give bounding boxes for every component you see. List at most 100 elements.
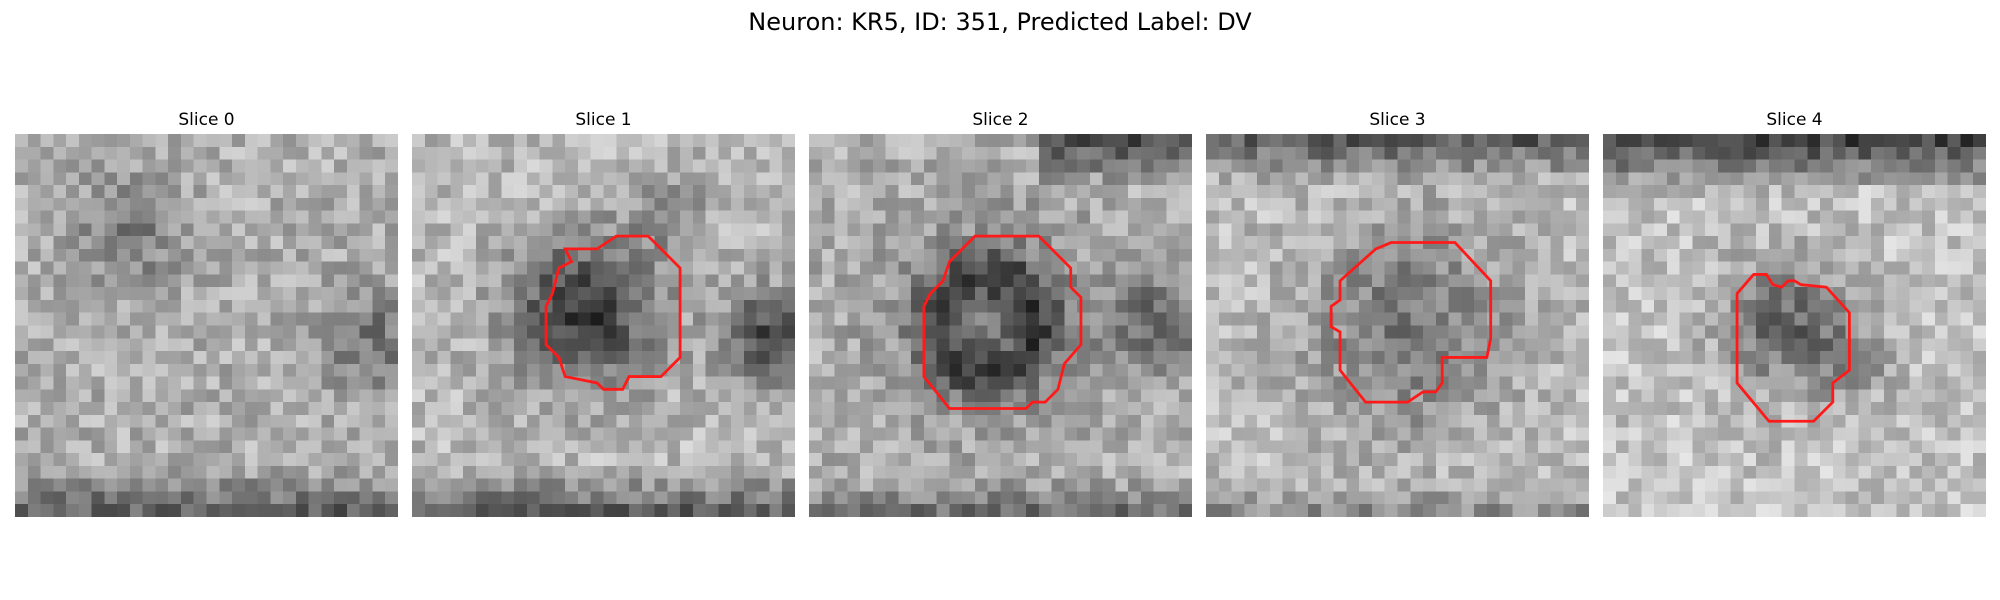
image-pixel	[1064, 363, 1078, 377]
image-pixel	[129, 427, 143, 441]
image-pixel	[1244, 248, 1258, 262]
image-pixel	[488, 185, 502, 199]
image-pixel	[1257, 146, 1271, 160]
image-pixel	[1038, 414, 1052, 428]
image-pixel	[334, 261, 348, 275]
image-pixel	[193, 453, 207, 467]
image-pixel	[731, 248, 745, 262]
image-pixel	[1576, 312, 1589, 326]
image-pixel	[1973, 312, 1986, 326]
image-pixel	[834, 287, 848, 301]
image-pixel	[1820, 159, 1834, 173]
image-pixel	[1922, 223, 1936, 237]
image-pixel	[385, 351, 398, 365]
image-pixel	[1666, 236, 1680, 250]
image-pixel	[117, 402, 131, 416]
image-pixel	[705, 159, 719, 173]
image-pixel	[1883, 172, 1897, 186]
image-pixel	[1461, 223, 1475, 237]
image-pixel	[1346, 453, 1360, 467]
image-pixel	[1909, 172, 1923, 186]
image-pixel	[359, 274, 373, 288]
image-pixel	[1410, 197, 1424, 211]
image-pixel	[206, 427, 220, 441]
image-pixel	[936, 159, 950, 173]
image-pixel	[911, 159, 925, 173]
image-pixel	[629, 261, 643, 275]
image-pixel	[244, 440, 258, 454]
image-pixel	[847, 172, 861, 186]
image-pixel	[1550, 236, 1564, 250]
image-pixel	[40, 440, 54, 454]
image-pixel	[424, 299, 438, 313]
image-pixel	[463, 414, 477, 428]
image-pixel	[1474, 376, 1488, 390]
image-pixel	[1692, 504, 1706, 517]
image-pixel	[769, 185, 783, 199]
image-pixel	[1934, 376, 1948, 390]
image-pixel	[334, 197, 348, 211]
image-pixel	[769, 427, 783, 441]
image-pixel	[1448, 440, 1462, 454]
image-pixel	[219, 261, 233, 275]
image-pixel	[731, 351, 745, 365]
image-pixel	[667, 172, 681, 186]
image-pixel	[1576, 478, 1589, 492]
image-pixel	[193, 363, 207, 377]
image-pixel	[1448, 414, 1462, 428]
image-pixel	[974, 185, 988, 199]
image-pixel	[450, 414, 464, 428]
image-pixel	[1512, 453, 1526, 467]
image-pixel	[1947, 389, 1961, 403]
slice-panel-3: Slice 3	[1206, 108, 1589, 517]
image-pixel	[1474, 248, 1488, 262]
image-pixel	[641, 389, 655, 403]
image-pixel	[1128, 440, 1142, 454]
image-pixel	[501, 325, 515, 339]
image-pixel	[1423, 197, 1437, 211]
image-pixel	[987, 172, 1001, 186]
image-pixel	[1832, 146, 1846, 160]
image-pixel	[1051, 146, 1065, 160]
image-pixel	[731, 261, 745, 275]
image-pixel	[1295, 261, 1309, 275]
image-pixel	[834, 453, 848, 467]
image-pixel	[1140, 185, 1154, 199]
image-pixel	[193, 312, 207, 326]
image-pixel	[526, 491, 540, 505]
image-pixel	[1641, 338, 1655, 352]
image-pixel	[1807, 312, 1821, 326]
image-pixel	[860, 172, 874, 186]
image-pixel	[1231, 351, 1245, 365]
image-pixel	[1909, 261, 1923, 275]
image-pixel	[962, 159, 976, 173]
image-pixel	[1115, 504, 1129, 517]
image-pixel	[667, 287, 681, 301]
image-pixel	[1845, 389, 1859, 403]
image-pixel	[40, 312, 54, 326]
image-pixel	[680, 465, 694, 479]
image-pixel	[66, 389, 80, 403]
image-pixel	[1231, 363, 1245, 377]
image-pixel	[898, 465, 912, 479]
image-pixel	[1166, 389, 1180, 403]
image-pixel	[1166, 236, 1180, 250]
image-pixel	[1756, 491, 1770, 505]
image-pixel	[232, 312, 246, 326]
image-pixel	[1282, 261, 1296, 275]
image-pixel	[488, 325, 502, 339]
image-pixel	[1756, 351, 1770, 365]
image-pixel	[270, 414, 284, 428]
image-pixel	[501, 287, 515, 301]
image-pixel	[1308, 274, 1322, 288]
image-pixel	[1026, 427, 1040, 441]
image-pixel	[1026, 351, 1040, 365]
image-pixel	[514, 312, 528, 326]
image-pixel	[1858, 402, 1872, 416]
image-pixel	[1820, 223, 1834, 237]
image-pixel	[334, 248, 348, 262]
image-pixel	[590, 261, 604, 275]
image-pixel	[667, 453, 681, 467]
image-pixel	[437, 376, 451, 390]
image-pixel	[1371, 402, 1385, 416]
